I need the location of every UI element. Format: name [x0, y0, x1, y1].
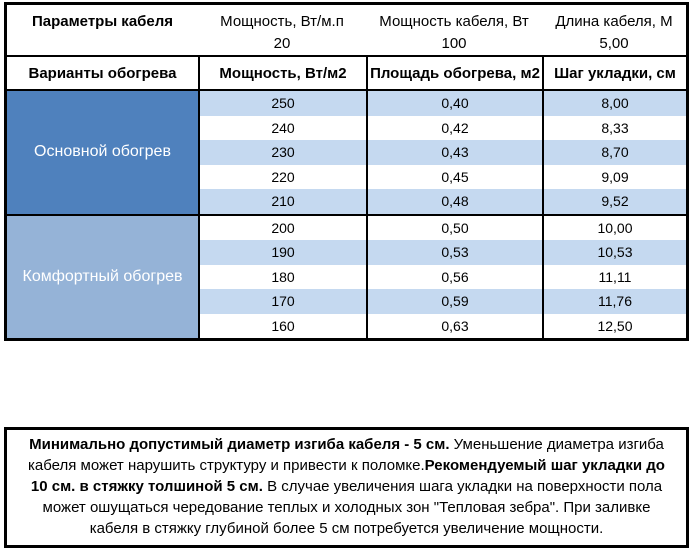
- table-row: 190 0,53 10,53: [198, 240, 686, 265]
- group-comfort-heating-label: Комфортный обогрев: [7, 215, 198, 338]
- header-power: Мощность, Вт/м2: [198, 57, 366, 89]
- param-cable-length-label: Длина кабеля, М: [555, 12, 673, 30]
- table-row: 180 0,56 11,11: [198, 264, 686, 289]
- cell-step: 8,33: [542, 115, 686, 140]
- cell-step: 11,76: [542, 289, 686, 314]
- cable-params-title: Параметры кабеля: [31, 12, 174, 30]
- cell-power: 200: [198, 215, 366, 240]
- table-row: 230 0,43 8,70: [198, 140, 686, 165]
- cable-params-title-spacer: [7, 33, 198, 53]
- table-row: 160 0,63 12,50: [198, 313, 686, 338]
- table-row: 220 0,45 9,09: [198, 164, 686, 189]
- param-power-per-meter-value: 20: [273, 34, 291, 52]
- table-row: 170 0,59 11,76: [198, 289, 686, 314]
- table-row: 200 0,50 10,00: [198, 215, 686, 240]
- cell-area: 0,48: [366, 189, 542, 214]
- cable-spreadsheet: Параметры кабеля Мощность, Вт/м.п 20 Мощ…: [4, 2, 689, 341]
- param-power-per-meter-label: Мощность, Вт/м.п: [220, 12, 344, 30]
- table-header-row: Варианты обогрева Мощность, Вт/м2 Площад…: [7, 57, 686, 91]
- param-cable-power-value: 100: [441, 34, 467, 52]
- header-area: Площадь обогрева, м2: [366, 57, 542, 89]
- cell-power: 240: [198, 115, 366, 140]
- cell-area: 0,40: [366, 91, 542, 116]
- cell-step: 8,00: [542, 91, 686, 116]
- group-comfort-heating-rows: 200 0,50 10,00 190 0,53 10,53 180 0,56 1…: [198, 215, 686, 338]
- cell-power: 230: [198, 140, 366, 165]
- cell-step: 11,11: [542, 264, 686, 289]
- cell-power: 210: [198, 189, 366, 214]
- cable-params-title-cell: Параметры кабеля: [7, 9, 198, 53]
- param-power-per-meter: Мощность, Вт/м.п 20: [198, 9, 366, 53]
- cell-power: 250: [198, 91, 366, 116]
- table-row: 240 0,42 8,33: [198, 115, 686, 140]
- group-main-heating-label: Основной обогрев: [7, 91, 198, 214]
- cell-step: 9,52: [542, 189, 686, 214]
- group-main-heating: Основной обогрев 250 0,40 8,00 240 0,42 …: [7, 91, 686, 214]
- cell-area: 0,56: [366, 264, 542, 289]
- cell-step: 8,70: [542, 140, 686, 165]
- cell-area: 0,45: [366, 164, 542, 189]
- cell-step: 9,09: [542, 164, 686, 189]
- cell-step: 10,00: [542, 215, 686, 240]
- cell-step: 12,50: [542, 313, 686, 338]
- cell-area: 0,43: [366, 140, 542, 165]
- param-cable-length-value: 5,00: [599, 34, 629, 52]
- param-cable-power-label: Мощность кабеля, Вт: [379, 12, 529, 30]
- param-cable-power: Мощность кабеля, Вт 100: [366, 9, 542, 53]
- table-row: 210 0,48 9,52: [198, 189, 686, 214]
- group-comfort-heating: Комфортный обогрев 200 0,50 10,00 190 0,…: [7, 213, 686, 338]
- note-bold-recommended-step: Рекомендуемый шаг укладки до 10 см. в ст…: [30, 457, 665, 495]
- cell-area: 0,63: [366, 313, 542, 338]
- header-step: Шаг укладки, см: [542, 57, 686, 89]
- cell-area: 0,50: [366, 215, 542, 240]
- header-variants: Варианты обогрева: [28, 64, 177, 82]
- param-cable-length: Длина кабеля, М 5,00: [542, 9, 686, 53]
- group-main-heating-rows: 250 0,40 8,00 240 0,42 8,33 230 0,43 8,7…: [198, 91, 686, 214]
- note-text-diameter-warning: Уменьшение диаметра изгиба кабеля может …: [28, 436, 664, 474]
- cell-step: 10,53: [542, 240, 686, 265]
- cell-power: 160: [198, 313, 366, 338]
- cell-power: 190: [198, 240, 366, 265]
- cell-area: 0,59: [366, 289, 542, 314]
- cell-power: 170: [198, 289, 366, 314]
- table-row: 250 0,40 8,00: [198, 91, 686, 116]
- installation-note: Минимально допустимый диаметр изгиба каб…: [4, 427, 689, 548]
- cable-params-section: Параметры кабеля Мощность, Вт/м.п 20 Мощ…: [7, 5, 686, 57]
- cell-area: 0,53: [366, 240, 542, 265]
- note-bold-min-diameter: Минимально допустимый диаметр изгиба каб…: [29, 436, 450, 453]
- note-text-step-warning: В случае увеличения шага укладки на пове…: [42, 478, 663, 537]
- cell-power: 180: [198, 264, 366, 289]
- cell-power: 220: [198, 164, 366, 189]
- cell-area: 0,42: [366, 115, 542, 140]
